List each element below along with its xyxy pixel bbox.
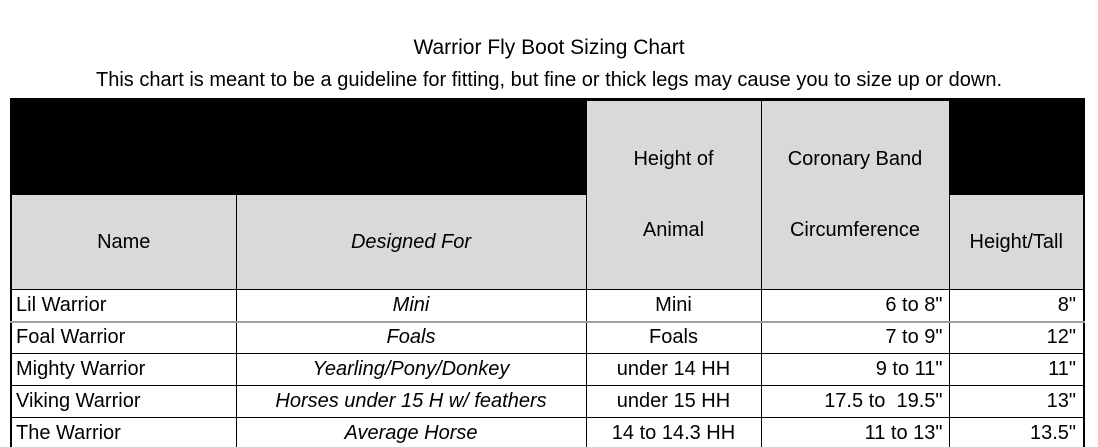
header-height-of-animal-line1: Height of (633, 148, 714, 171)
header-designed-for: Designed For (235, 194, 587, 291)
designed-for-cell: Foals (235, 321, 587, 355)
page-subtitle: This chart is meant to be a guideline fo… (95, 69, 1003, 92)
coronary-band-cell: 6 to 8" (760, 289, 950, 323)
sizing-table: Height of Animal Coronary Band Circumfer… (10, 98, 1085, 447)
height-tall-cell: 12" (948, 321, 1085, 355)
height-of-animal-cell: 14 to 14.3 HH (585, 417, 762, 447)
table-row: Foal Warrior Foals Foals 7 to 9" 12" (10, 321, 1085, 355)
name-cell: Lil Warrior (10, 289, 237, 323)
header-spacer-height-tall (948, 99, 1085, 196)
header-row-labels: Name Designed For Height/Tall (10, 194, 1085, 291)
header-height-tall: Height/Tall (948, 194, 1085, 291)
coronary-band-cell: 9 to 11" (760, 353, 950, 387)
height-tall-cell: 11" (948, 353, 1085, 387)
table-row: Viking Warrior Horses under 15 H w/ feat… (10, 385, 1085, 419)
height-of-animal-cell: under 15 HH (585, 385, 762, 419)
height-tall-cell: 13.5" (948, 417, 1085, 447)
table-row: Lil Warrior Mini Mini 6 to 8" 8" (10, 289, 1085, 323)
header-coronary-band: Coronary Band Circumference (760, 99, 950, 291)
height-of-animal-cell: under 14 HH (585, 353, 762, 387)
page-title: Warrior Fly Boot Sizing Chart (413, 36, 685, 59)
height-tall-cell: 13" (948, 385, 1085, 419)
designed-for-cell: Average Horse (235, 417, 587, 447)
header-height-of-animal-line2: Animal (642, 219, 705, 242)
height-of-animal-cell: Foals (585, 321, 762, 355)
coronary-band-cell: 11 to 13" (760, 417, 950, 447)
table-header: Height of Animal Coronary Band Circumfer… (10, 99, 1085, 291)
height-of-animal-cell: Mini (585, 289, 762, 323)
table-row: The Warrior Average Horse 14 to 14.3 HH … (10, 417, 1085, 447)
header-row-top: Height of Animal Coronary Band Circumfer… (10, 99, 1085, 291)
header-spacer-name (10, 99, 237, 196)
coronary-band-cell: 17.5 to 19.5" (760, 385, 950, 419)
name-cell: The Warrior (10, 417, 237, 447)
table-body: Lil Warrior Mini Mini 6 to 8" 8" Foal Wa… (10, 289, 1085, 447)
header-spacer-designed-for (235, 99, 587, 196)
header-coronary-band-line1: Coronary Band (787, 148, 923, 171)
designed-for-cell: Mini (235, 289, 587, 323)
coronary-band-cell: 7 to 9" (760, 321, 950, 355)
name-cell: Viking Warrior (10, 385, 237, 419)
name-cell: Foal Warrior (10, 321, 237, 355)
designed-for-cell: Horses under 15 H w/ feathers (235, 385, 587, 419)
table-row: Mighty Warrior Yearling/Pony/Donkey unde… (10, 353, 1085, 387)
height-tall-cell: 8" (948, 289, 1085, 323)
header-height-of-animal: Height of Animal (585, 99, 762, 291)
name-cell: Mighty Warrior (10, 353, 237, 387)
designed-for-cell: Yearling/Pony/Donkey (235, 353, 587, 387)
header-coronary-band-line2: Circumference (789, 219, 921, 242)
page: Warrior Fly Boot Sizing Chart This chart… (0, 36, 1098, 447)
header-name: Name (10, 194, 237, 291)
